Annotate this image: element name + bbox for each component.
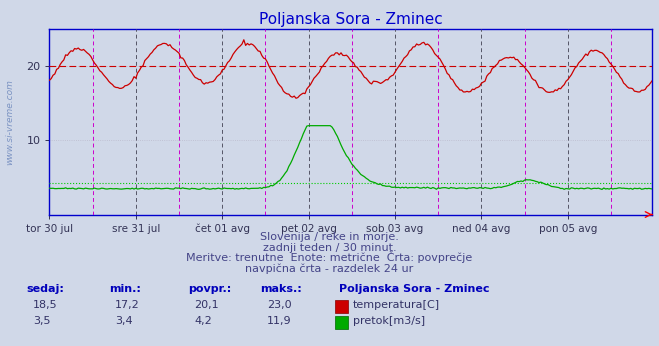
Text: Poljanska Sora - Zminec: Poljanska Sora - Zminec [339, 284, 490, 294]
Text: pretok[m3/s]: pretok[m3/s] [353, 316, 424, 326]
Text: www.si-vreme.com: www.si-vreme.com [6, 79, 14, 165]
Text: 4,2: 4,2 [194, 316, 212, 326]
Text: 11,9: 11,9 [267, 316, 291, 326]
Text: sedaj:: sedaj: [26, 284, 64, 294]
Text: 3,4: 3,4 [115, 316, 133, 326]
Text: 17,2: 17,2 [115, 300, 140, 310]
Text: navpična črta - razdelek 24 ur: navpična črta - razdelek 24 ur [245, 263, 414, 274]
Text: min.:: min.: [109, 284, 140, 294]
Text: temperatura[C]: temperatura[C] [353, 300, 440, 310]
Text: Meritve: trenutne  Enote: metrične  Črta: povprečje: Meritve: trenutne Enote: metrične Črta: … [186, 251, 473, 263]
Text: 3,5: 3,5 [33, 316, 51, 326]
Title: Poljanska Sora - Zminec: Poljanska Sora - Zminec [259, 12, 443, 27]
Text: maks.:: maks.: [260, 284, 302, 294]
Text: 18,5: 18,5 [33, 300, 57, 310]
Text: Slovenija / reke in morje.: Slovenija / reke in morje. [260, 233, 399, 243]
Text: 20,1: 20,1 [194, 300, 219, 310]
Text: 23,0: 23,0 [267, 300, 291, 310]
Text: povpr.:: povpr.: [188, 284, 231, 294]
Text: zadnji teden / 30 minut.: zadnji teden / 30 minut. [263, 243, 396, 253]
